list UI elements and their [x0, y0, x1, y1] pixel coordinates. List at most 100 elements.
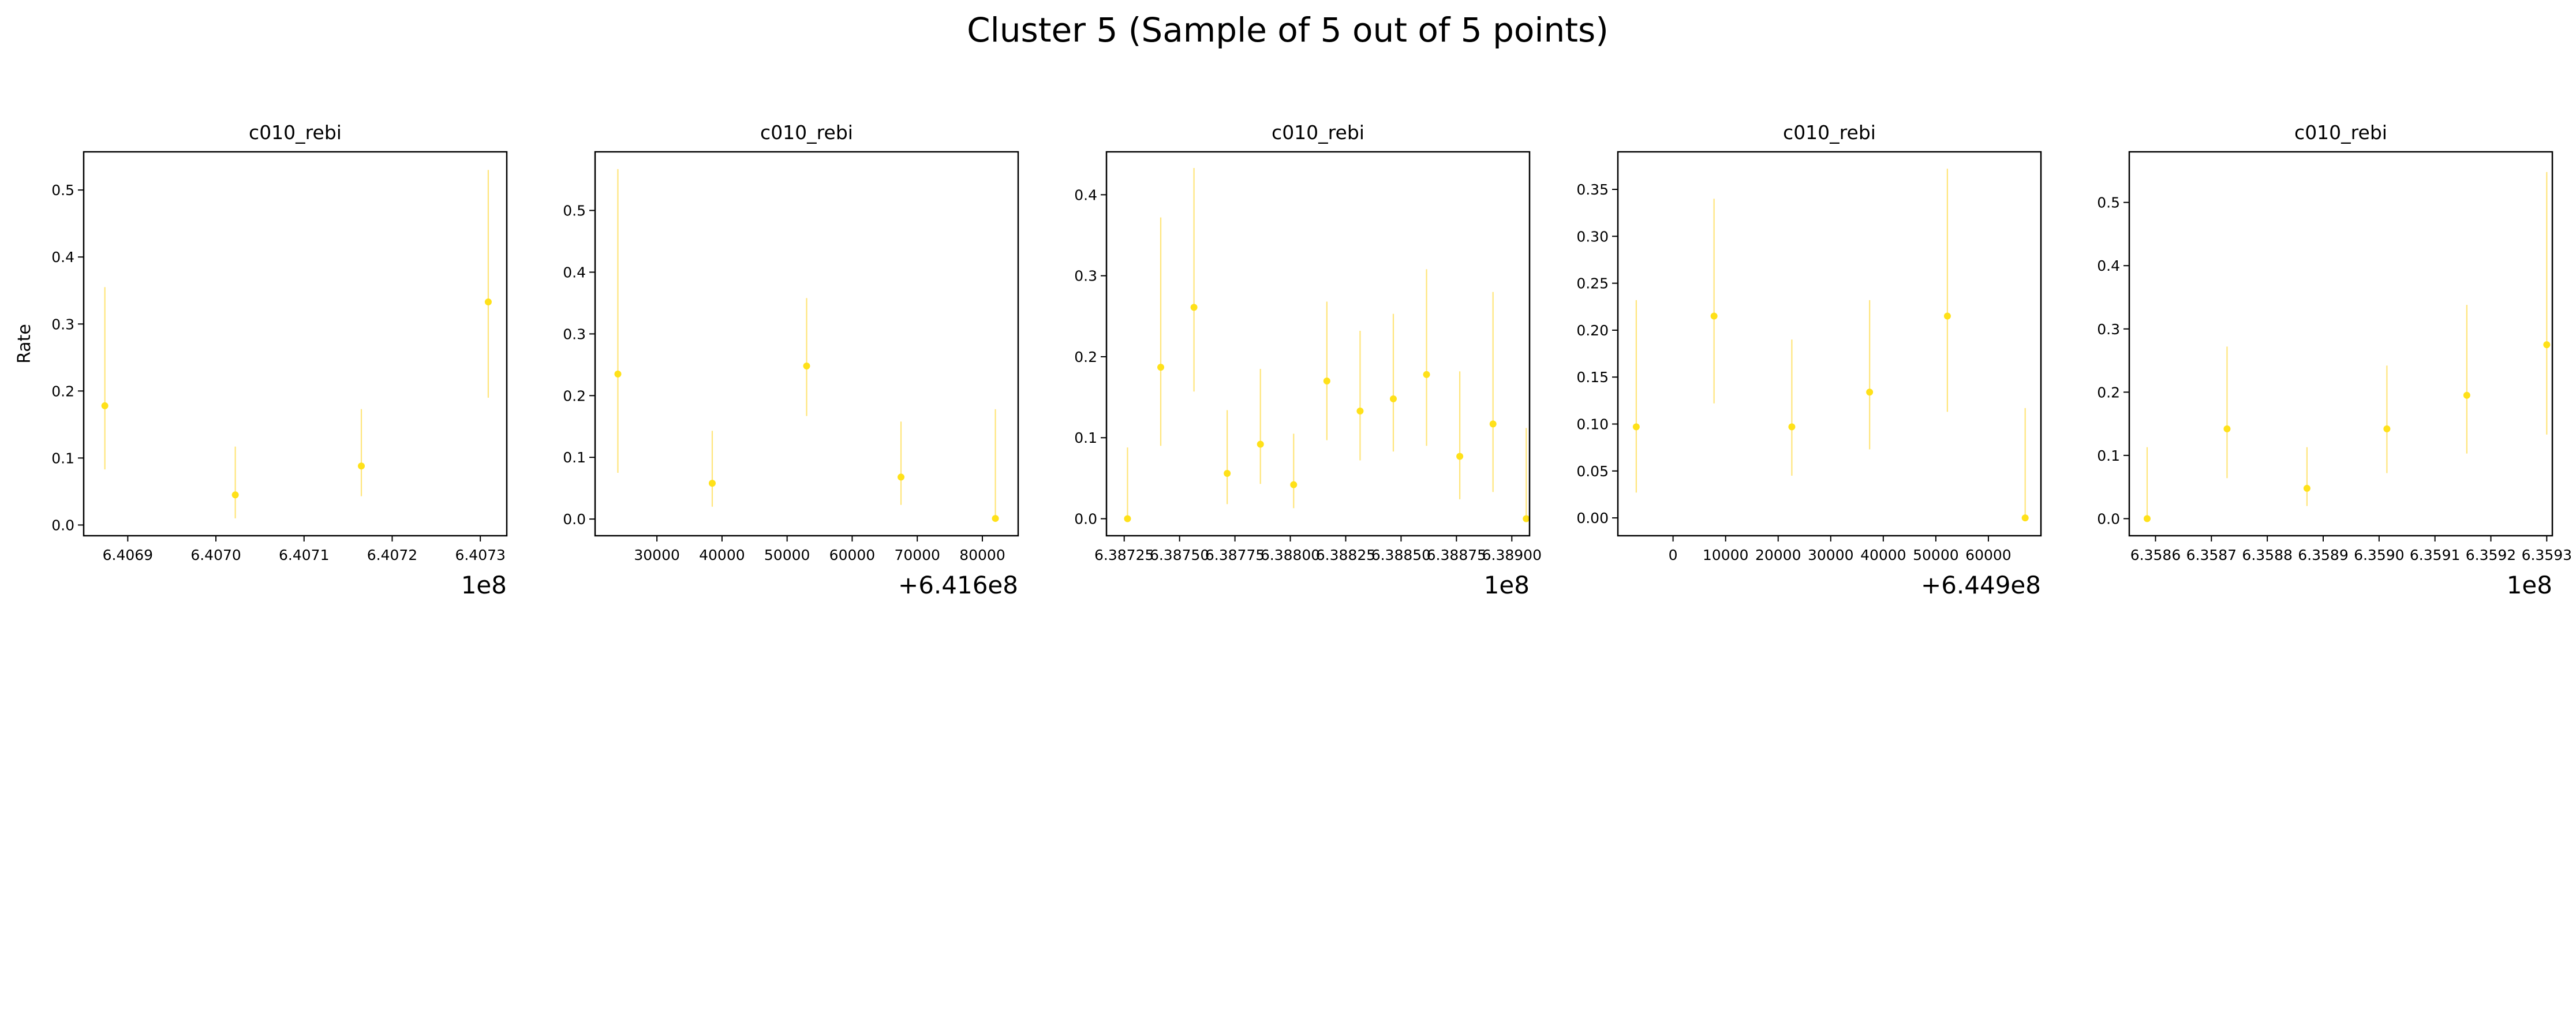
y-tick-label: 0.3: [563, 326, 586, 342]
data-point: [1257, 440, 1264, 448]
x-tick-label: 6.38725: [1094, 547, 1154, 563]
y-tick-label: 0.35: [1576, 181, 1609, 198]
x-tick-label: 50000: [764, 547, 810, 563]
x-tick-label: 6.3592: [2466, 547, 2516, 563]
axes-frame: [1617, 151, 2042, 537]
y-tick-label: 0.00: [1576, 510, 1609, 526]
data-point: [2143, 515, 2151, 522]
data-point: [2021, 514, 2029, 522]
x-tick-label: 6.3593: [2522, 547, 2572, 563]
x-tick-label: 6.3590: [2354, 547, 2404, 563]
x-tick-label: 6.38850: [1371, 547, 1431, 563]
x-tick-label: 30000: [1808, 547, 1854, 563]
x-tick-label: 6.38750: [1150, 547, 1209, 563]
data-point: [231, 491, 239, 499]
y-tick-label: 0.5: [2097, 195, 2120, 211]
y-tick-label: 0.4: [51, 249, 74, 266]
data-point: [1632, 423, 1640, 431]
x-tick-label: 30000: [634, 547, 680, 563]
data-point: [1423, 371, 1430, 378]
subplot-3: c010_rebi6.387256.387506.387756.388006.3…: [1074, 121, 1542, 599]
x-tick-label: 6.3588: [2242, 547, 2292, 563]
x-tick-label: 6.4070: [190, 547, 241, 563]
axes-frame: [2128, 151, 2553, 537]
data-point: [358, 462, 365, 470]
y-tick-label: 0.1: [2097, 447, 2120, 464]
figure-title: Cluster 5 (Sample of 5 out of 5 points): [967, 10, 1609, 50]
subplot-5: c010_rebi 6.3586 6.3587 6.3588 6.3589 6.3590 6…: [2097, 121, 2572, 599]
x-tick-label: 80000: [959, 547, 1005, 563]
x-tick-label: 70000: [894, 547, 940, 563]
data-point: [2543, 341, 2551, 349]
data-point: [484, 298, 492, 305]
y-tick-label: 0.2: [1074, 349, 1097, 365]
subplot-title: c010_rebi: [249, 121, 342, 144]
x-offset-text: 1e8: [1484, 571, 1530, 599]
axes-frame: [1105, 151, 1531, 537]
data-point: [708, 480, 716, 487]
subplot-title: c010_rebi: [760, 121, 853, 144]
y-tick-label: 0.2: [563, 387, 586, 404]
y-tick-label: 0.0: [1074, 511, 1097, 528]
y-tick-label: 0.4: [563, 264, 586, 281]
y-tick-label: 0.3: [51, 316, 74, 333]
x-tick-label: 20000: [1755, 547, 1801, 563]
x-tick-label: 6.38800: [1261, 547, 1320, 563]
y-tick-label: 0.5: [51, 182, 74, 199]
y-tick-label: 0.3: [1074, 268, 1097, 285]
x-tick-label: 6.3587: [2186, 547, 2237, 563]
data-point: [1124, 515, 1131, 522]
y-tick-label: 0.2: [2097, 384, 2120, 401]
subplot-2: c010_rebi 30000 40000 50000 60000 70000 80000 0…: [563, 121, 1019, 599]
x-tick-label: 6.3591: [2410, 547, 2460, 563]
y-tick-label: 0.0: [563, 511, 586, 528]
data-point: [2463, 391, 2470, 399]
data-point: [1943, 312, 1951, 320]
x-offset-text: 1e8: [461, 571, 507, 599]
data-point: [614, 370, 622, 378]
data-point: [1323, 378, 1330, 385]
y-axis-label: Rate: [14, 324, 35, 364]
subplot-title: c010_rebi: [2294, 121, 2387, 144]
data-point: [1157, 364, 1165, 371]
x-tick-label: 6.4069: [103, 547, 153, 563]
x-tick-label: 6.38875: [1427, 547, 1486, 563]
x-tick-label: 50000: [1913, 547, 1959, 563]
data-point: [1356, 407, 1364, 414]
data-point: [1389, 395, 1397, 402]
x-offset-text: +6.449e8: [1921, 571, 2041, 599]
subplot-title: c010_rebi: [1272, 121, 1364, 144]
data-point: [1523, 515, 1530, 522]
data-point: [803, 362, 810, 369]
y-tick-label: 0.05: [1576, 463, 1609, 480]
data-point: [898, 473, 905, 481]
y-tick-label: 0.1: [1074, 430, 1097, 446]
data-point: [1489, 420, 1497, 428]
y-tick-label: 0.3: [2097, 321, 2120, 338]
y-tick-label: 0.1: [563, 449, 586, 466]
x-tick-label: 0: [1669, 547, 1678, 563]
axes-frame: [83, 151, 508, 537]
data-point: [2223, 425, 2231, 432]
y-tick-label: 0.2: [51, 383, 74, 399]
data-point: [101, 402, 109, 409]
y-tick-label: 0.30: [1576, 228, 1609, 245]
y-tick-label: 0.4: [2097, 257, 2120, 274]
y-tick-label: 0.25: [1576, 275, 1609, 292]
x-tick-label: 6.4073: [455, 547, 505, 563]
y-tick-label: 0.1: [51, 450, 74, 466]
x-tick-label: 6.38825: [1316, 547, 1375, 563]
data-point: [2303, 484, 2310, 492]
data-point: [992, 515, 999, 522]
y-tick-label: 0.15: [1576, 369, 1609, 386]
y-tick-label: 0.0: [2097, 510, 2120, 527]
data-point: [1710, 312, 1718, 320]
x-offset-text: 1e8: [2507, 571, 2552, 599]
x-offset-text: +6.416e8: [898, 571, 1018, 599]
x-tick-label: 60000: [1965, 547, 2012, 563]
x-tick-label: 6.38900: [1482, 547, 1542, 563]
x-tick-label: 6.3589: [2298, 547, 2348, 563]
subplot-title: c010_rebi: [1783, 121, 1876, 144]
y-tick-label: 0.4: [1074, 186, 1097, 203]
data-point: [1190, 304, 1198, 311]
